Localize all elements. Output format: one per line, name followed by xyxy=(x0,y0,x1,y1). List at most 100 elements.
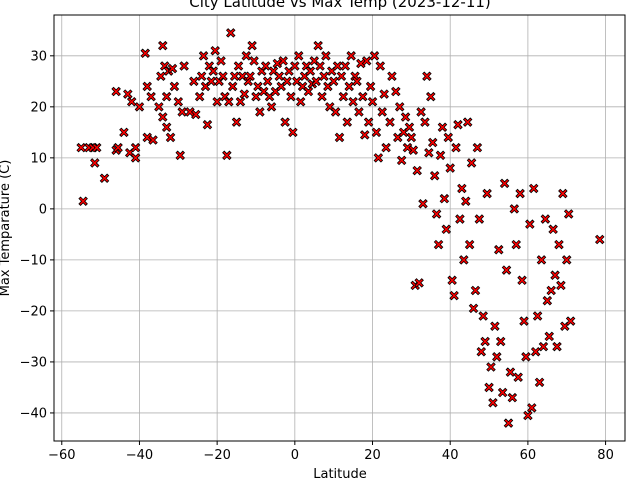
data-point xyxy=(385,117,395,127)
data-point xyxy=(165,132,176,143)
data-points xyxy=(76,28,605,428)
data-point xyxy=(123,89,133,99)
data-point xyxy=(157,112,168,122)
data-point xyxy=(319,71,329,81)
x-tick-label: −20 xyxy=(203,448,230,463)
data-point xyxy=(404,122,415,133)
data-point xyxy=(433,239,444,250)
data-point xyxy=(361,56,372,66)
data-point xyxy=(340,61,351,71)
data-point xyxy=(130,142,141,153)
data-point xyxy=(528,183,539,194)
data-point xyxy=(435,150,446,161)
data-point xyxy=(464,239,475,250)
data-point xyxy=(369,51,380,61)
data-point xyxy=(161,91,172,102)
data-point xyxy=(488,397,498,408)
data-point xyxy=(497,387,508,398)
data-point xyxy=(554,239,564,250)
data-point xyxy=(274,71,285,81)
data-point xyxy=(288,127,298,138)
data-point xyxy=(447,275,457,286)
data-point xyxy=(189,76,199,87)
data-point xyxy=(295,96,306,107)
data-point xyxy=(321,51,331,61)
data-point xyxy=(427,137,438,148)
data-point xyxy=(282,76,292,87)
data-point xyxy=(313,40,323,51)
data-point xyxy=(99,173,110,184)
x-tick-label: 40 xyxy=(442,448,459,463)
data-point xyxy=(134,102,145,112)
data-point xyxy=(509,204,520,214)
data-point xyxy=(530,346,541,357)
data-point xyxy=(486,362,496,372)
data-point xyxy=(493,244,504,255)
data-point xyxy=(525,219,535,229)
data-point xyxy=(499,178,510,189)
y-axis-label: Max Temparature (C) xyxy=(0,160,13,297)
data-point xyxy=(346,51,356,61)
data-point xyxy=(519,316,529,326)
data-point xyxy=(371,127,382,138)
data-point xyxy=(472,142,483,153)
data-point xyxy=(251,91,261,102)
data-point xyxy=(140,48,151,59)
data-point xyxy=(210,45,220,56)
data-point xyxy=(379,89,389,99)
data-point xyxy=(249,56,259,66)
data-point xyxy=(356,58,366,69)
data-point xyxy=(332,61,343,71)
data-point xyxy=(352,76,362,87)
data-point xyxy=(344,81,354,92)
y-tick-label: 0 xyxy=(39,202,47,217)
data-point xyxy=(373,153,384,163)
data-point xyxy=(400,112,411,122)
data-point xyxy=(408,145,419,155)
data-point xyxy=(470,285,481,296)
data-point xyxy=(540,214,551,224)
data-point xyxy=(478,311,488,321)
data-point xyxy=(556,280,566,291)
data-point xyxy=(420,117,430,127)
data-point xyxy=(484,382,494,393)
data-point xyxy=(594,234,605,245)
y-tick-label: 30 xyxy=(30,49,47,64)
data-point xyxy=(206,76,217,87)
data-point xyxy=(534,377,545,388)
data-point xyxy=(348,96,358,107)
data-point xyxy=(503,418,514,428)
data-point xyxy=(462,117,473,127)
data-point xyxy=(542,295,553,306)
data-point xyxy=(358,91,368,102)
data-point xyxy=(492,352,502,362)
data-point xyxy=(550,270,560,280)
data-point xyxy=(229,71,240,81)
y-axis-ticks: −40 −30 −20 −10 0 10 20 30 xyxy=(20,49,54,421)
data-point xyxy=(414,278,424,288)
data-point xyxy=(239,89,250,99)
data-point xyxy=(317,91,327,102)
data-point xyxy=(565,316,576,326)
data-point xyxy=(441,224,452,235)
x-tick-label: 60 xyxy=(520,448,537,463)
y-tick-label: 10 xyxy=(30,151,47,166)
data-point xyxy=(278,56,288,66)
data-point xyxy=(119,127,129,138)
data-point xyxy=(482,188,492,199)
y-tick-label: −30 xyxy=(20,355,47,370)
y-tick-label: −40 xyxy=(20,406,47,421)
data-point xyxy=(255,107,265,117)
x-tick-label: 20 xyxy=(364,448,381,463)
data-point xyxy=(266,102,277,112)
data-point xyxy=(245,71,255,81)
data-point xyxy=(431,209,442,219)
data-point xyxy=(216,56,226,66)
data-point xyxy=(247,40,257,51)
data-point xyxy=(563,209,574,219)
data-point xyxy=(154,102,164,112)
data-point xyxy=(561,255,572,265)
data-point xyxy=(142,81,152,92)
data-point xyxy=(78,196,88,206)
data-point xyxy=(443,132,454,143)
